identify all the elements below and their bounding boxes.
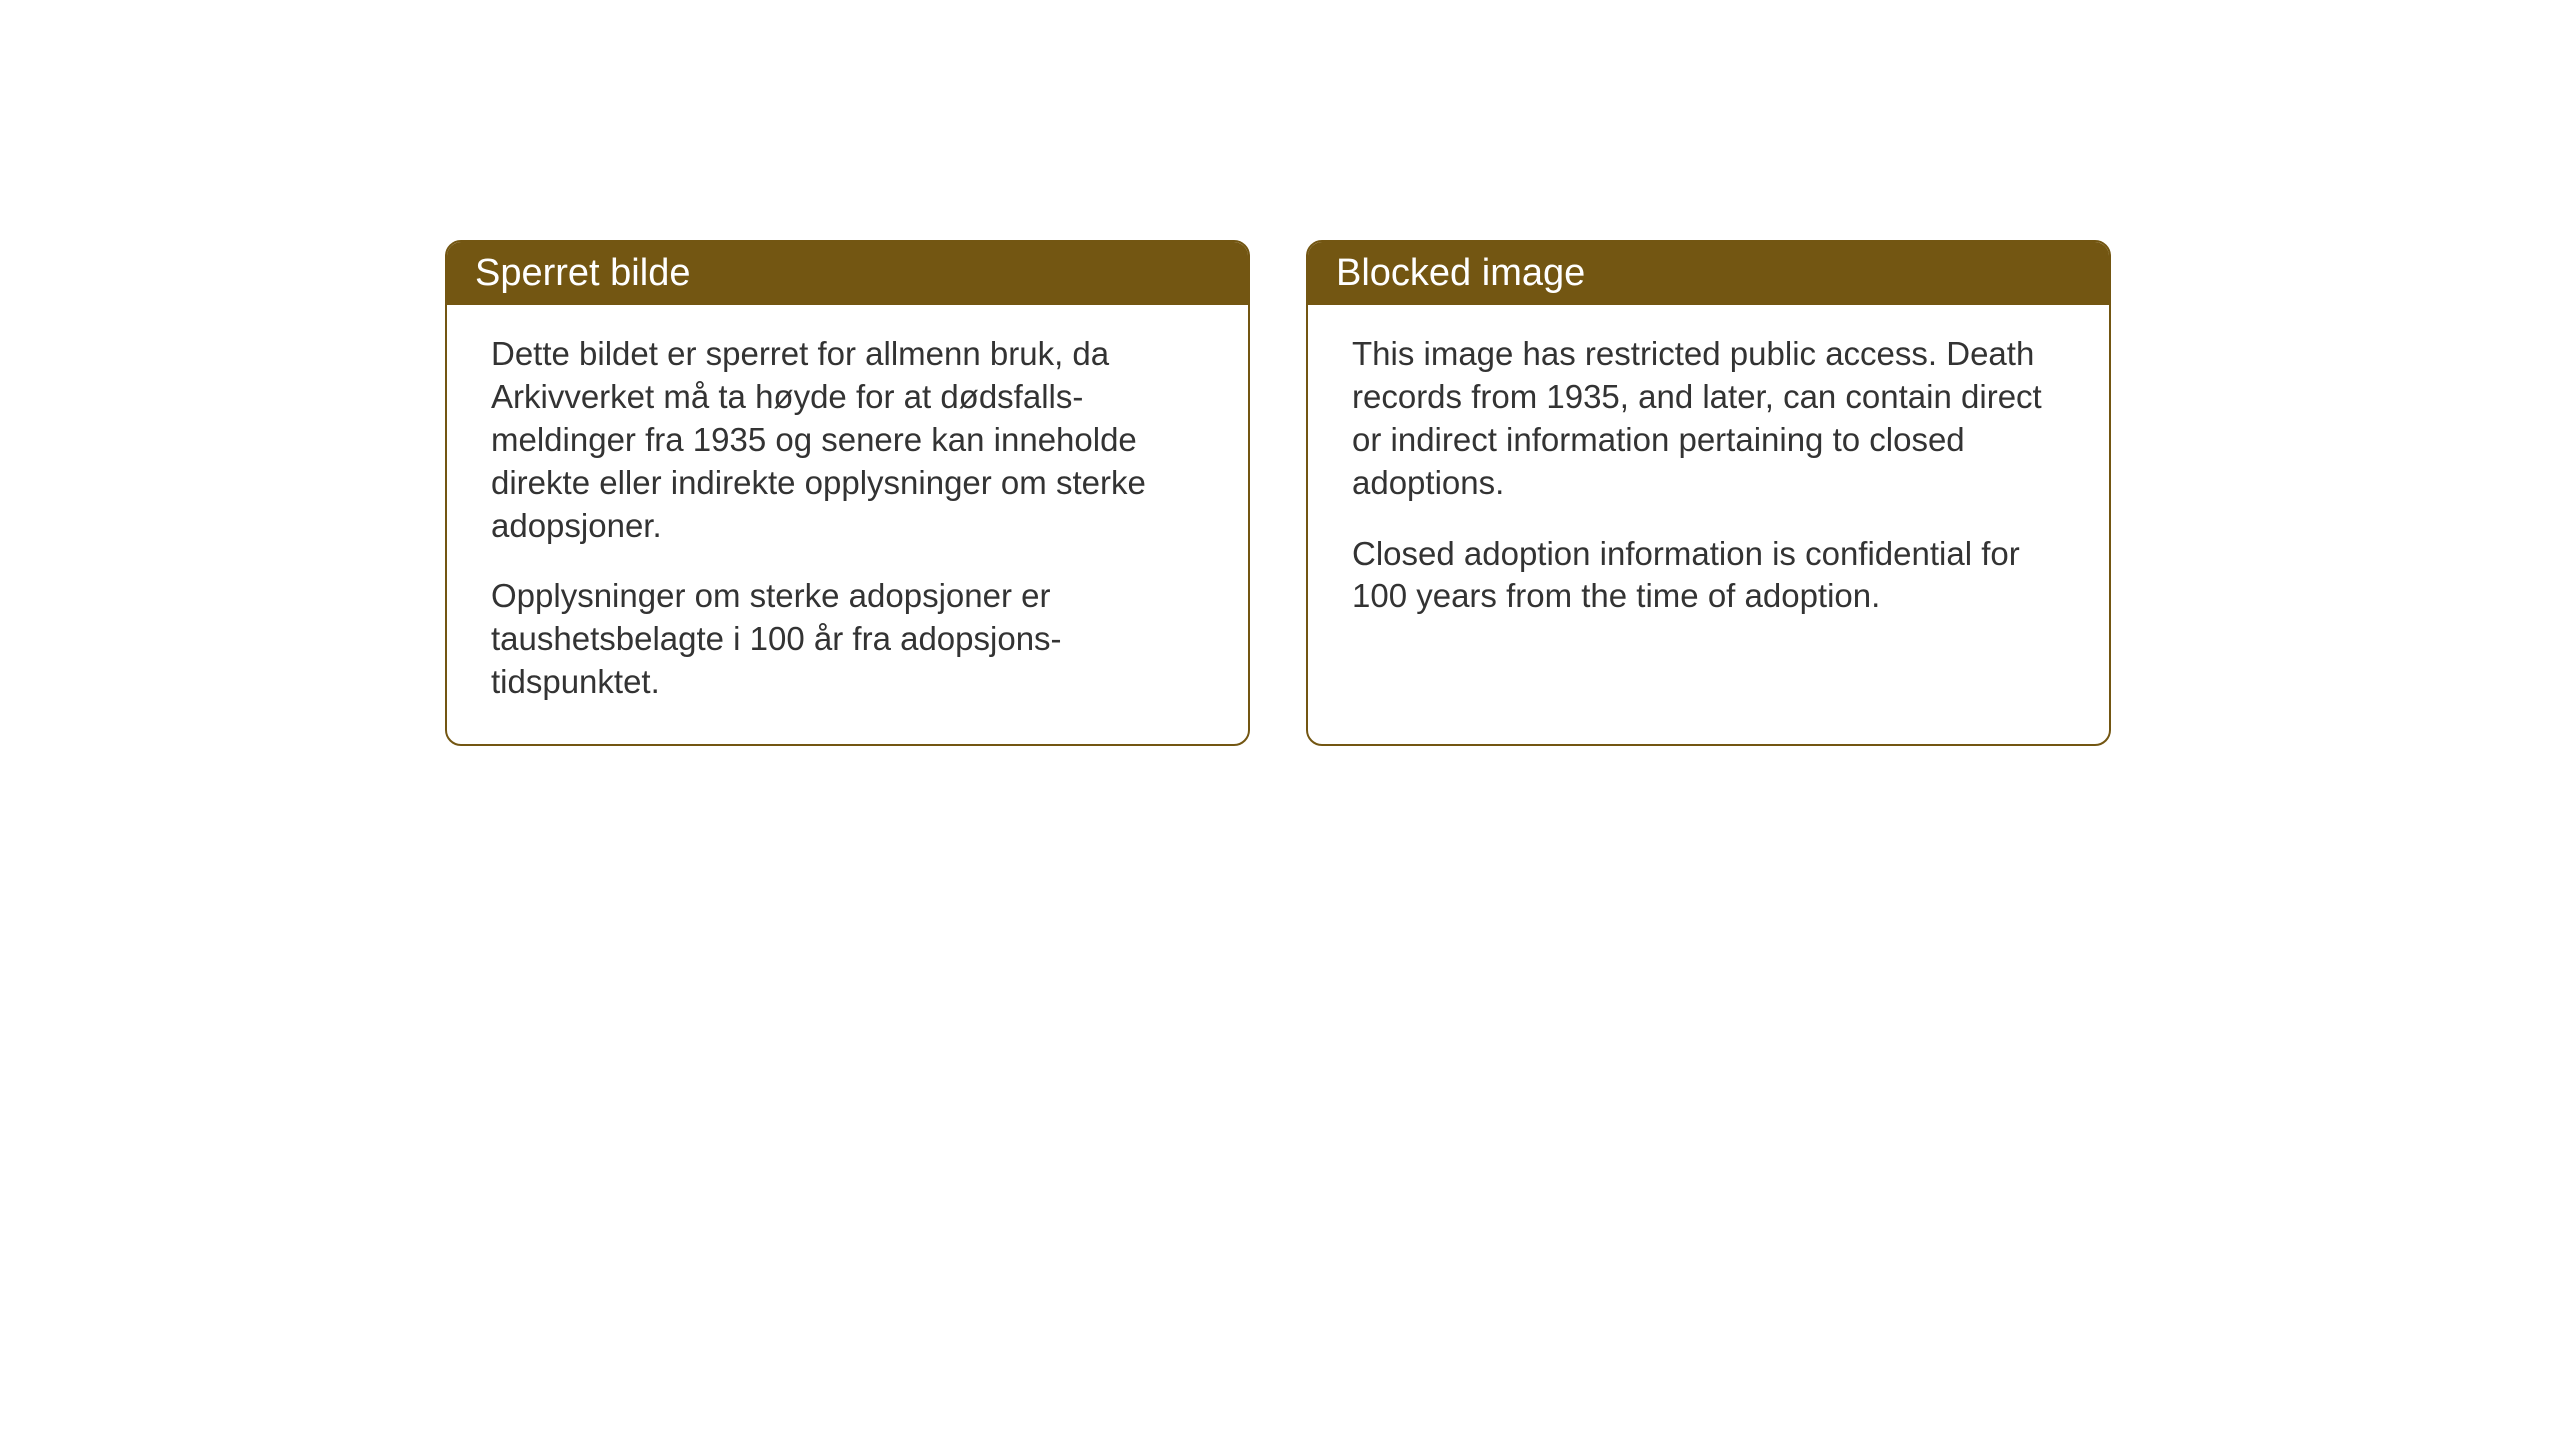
english-paragraph-1: This image has restricted public access.… xyxy=(1352,333,2065,505)
notice-container: Sperret bilde Dette bildet er sperret fo… xyxy=(445,240,2111,746)
norwegian-card-body: Dette bildet er sperret for allmenn bruk… xyxy=(447,305,1248,744)
norwegian-notice-card: Sperret bilde Dette bildet er sperret fo… xyxy=(445,240,1250,746)
english-paragraph-2: Closed adoption information is confident… xyxy=(1352,533,2065,619)
english-card-body: This image has restricted public access.… xyxy=(1308,305,2109,658)
norwegian-paragraph-1: Dette bildet er sperret for allmenn bruk… xyxy=(491,333,1204,547)
english-notice-card: Blocked image This image has restricted … xyxy=(1306,240,2111,746)
norwegian-paragraph-2: Opplysninger om sterke adopsjoner er tau… xyxy=(491,575,1204,704)
english-card-title: Blocked image xyxy=(1308,242,2109,305)
norwegian-card-title: Sperret bilde xyxy=(447,242,1248,305)
